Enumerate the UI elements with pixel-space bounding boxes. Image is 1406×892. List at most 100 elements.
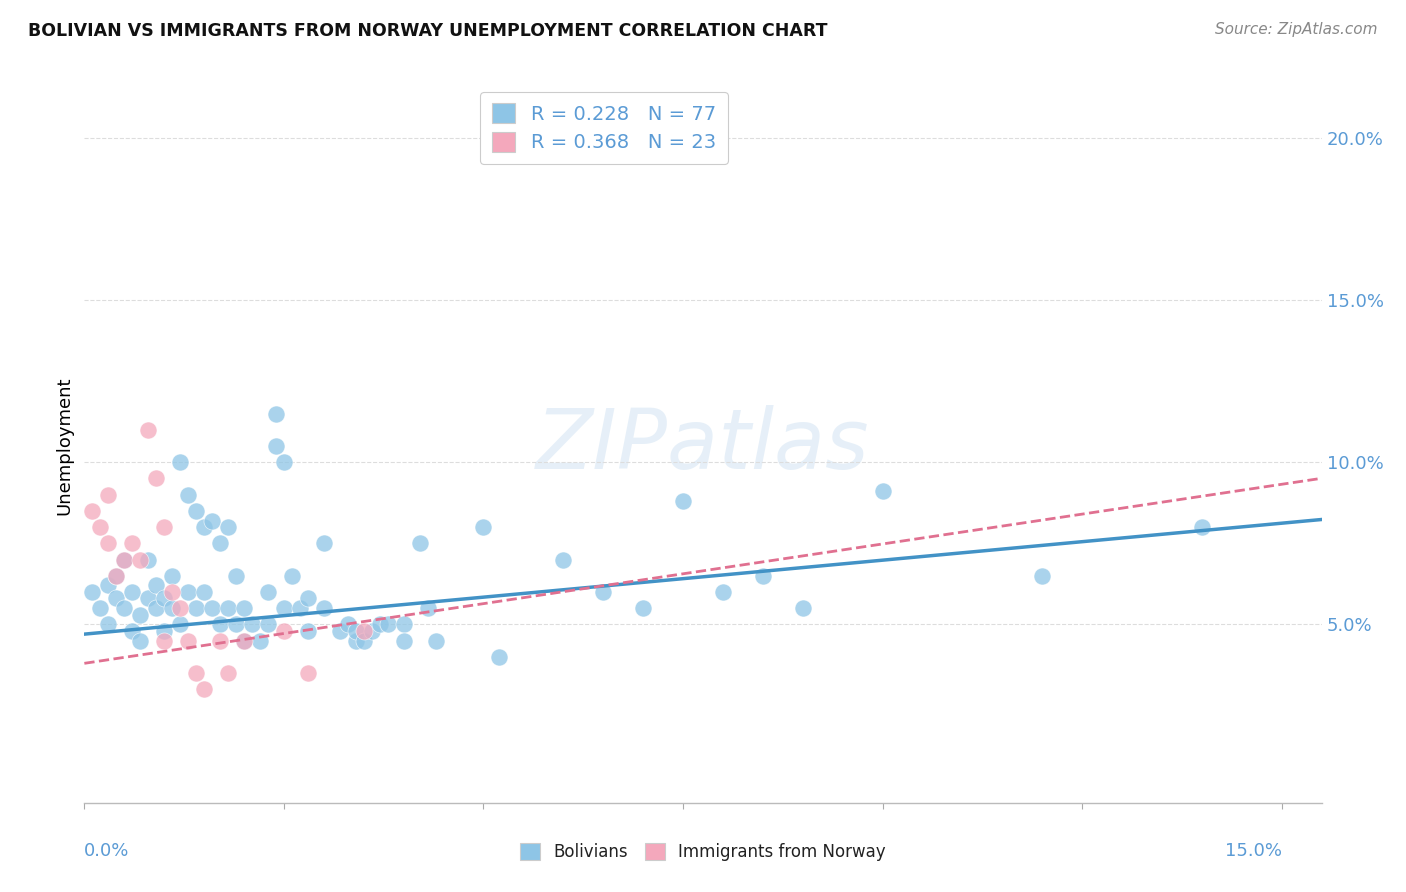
Point xyxy=(82,585,104,599)
Point xyxy=(377,617,399,632)
Point xyxy=(121,536,143,550)
Point xyxy=(257,585,280,599)
Point xyxy=(97,617,120,632)
Point xyxy=(160,568,183,582)
Point xyxy=(233,601,256,615)
Point xyxy=(233,633,256,648)
Point xyxy=(153,591,176,606)
Legend: R = 0.228   N = 77, R = 0.368   N = 23: R = 0.228 N = 77, R = 0.368 N = 23 xyxy=(481,92,728,164)
Point xyxy=(392,633,415,648)
Point xyxy=(129,633,152,648)
Text: ZIPatlas: ZIPatlas xyxy=(536,406,870,486)
Point xyxy=(344,624,367,638)
Point xyxy=(240,617,263,632)
Point xyxy=(105,568,128,582)
Point xyxy=(97,488,120,502)
Point xyxy=(225,617,247,632)
Point xyxy=(312,601,335,615)
Point xyxy=(153,520,176,534)
Point xyxy=(297,666,319,681)
Point xyxy=(553,552,575,566)
Point xyxy=(273,624,295,638)
Text: 0.0%: 0.0% xyxy=(84,842,129,860)
Point xyxy=(209,633,232,648)
Point xyxy=(145,578,167,592)
Point xyxy=(217,520,239,534)
Point xyxy=(288,601,311,615)
Point xyxy=(752,568,775,582)
Point xyxy=(160,601,183,615)
Point xyxy=(872,484,894,499)
Point xyxy=(121,585,143,599)
Point xyxy=(177,633,200,648)
Point xyxy=(89,520,111,534)
Point xyxy=(209,536,232,550)
Point xyxy=(1191,520,1213,534)
Point xyxy=(264,407,287,421)
Point xyxy=(217,666,239,681)
Point xyxy=(233,633,256,648)
Point xyxy=(136,552,159,566)
Point xyxy=(201,601,224,615)
Point xyxy=(193,682,215,697)
Point xyxy=(273,601,295,615)
Point xyxy=(281,568,304,582)
Point xyxy=(169,455,191,469)
Point xyxy=(153,633,176,648)
Point xyxy=(136,591,159,606)
Point xyxy=(297,624,319,638)
Point xyxy=(169,617,191,632)
Point xyxy=(472,520,495,534)
Point xyxy=(353,624,375,638)
Point xyxy=(217,601,239,615)
Point xyxy=(121,624,143,638)
Point xyxy=(273,455,295,469)
Text: Source: ZipAtlas.com: Source: ZipAtlas.com xyxy=(1215,22,1378,37)
Point xyxy=(631,601,654,615)
Point xyxy=(184,666,207,681)
Point xyxy=(153,624,176,638)
Point xyxy=(416,601,439,615)
Point xyxy=(177,488,200,502)
Point xyxy=(160,585,183,599)
Point xyxy=(329,624,352,638)
Point xyxy=(82,504,104,518)
Point xyxy=(336,617,359,632)
Point xyxy=(193,585,215,599)
Point xyxy=(425,633,447,648)
Point xyxy=(264,439,287,453)
Point xyxy=(112,552,135,566)
Point xyxy=(145,601,167,615)
Point xyxy=(97,578,120,592)
Point xyxy=(105,568,128,582)
Point xyxy=(672,494,695,508)
Point xyxy=(592,585,614,599)
Point xyxy=(360,624,382,638)
Point xyxy=(145,471,167,485)
Point xyxy=(1031,568,1053,582)
Point xyxy=(488,649,510,664)
Y-axis label: Unemployment: Unemployment xyxy=(55,376,73,516)
Point xyxy=(184,601,207,615)
Point xyxy=(249,633,271,648)
Point xyxy=(297,591,319,606)
Point xyxy=(392,617,415,632)
Point xyxy=(89,601,111,615)
Point xyxy=(129,607,152,622)
Point xyxy=(112,601,135,615)
Point xyxy=(312,536,335,550)
Point xyxy=(368,617,391,632)
Text: 15.0%: 15.0% xyxy=(1225,842,1282,860)
Point xyxy=(184,504,207,518)
Point xyxy=(711,585,734,599)
Point xyxy=(97,536,120,550)
Point xyxy=(344,633,367,648)
Point xyxy=(136,423,159,437)
Text: BOLIVIAN VS IMMIGRANTS FROM NORWAY UNEMPLOYMENT CORRELATION CHART: BOLIVIAN VS IMMIGRANTS FROM NORWAY UNEMP… xyxy=(28,22,828,40)
Point xyxy=(105,591,128,606)
Point xyxy=(201,514,224,528)
Point xyxy=(193,520,215,534)
Point xyxy=(112,552,135,566)
Legend: Bolivians, Immigrants from Norway: Bolivians, Immigrants from Norway xyxy=(513,836,893,868)
Point xyxy=(169,601,191,615)
